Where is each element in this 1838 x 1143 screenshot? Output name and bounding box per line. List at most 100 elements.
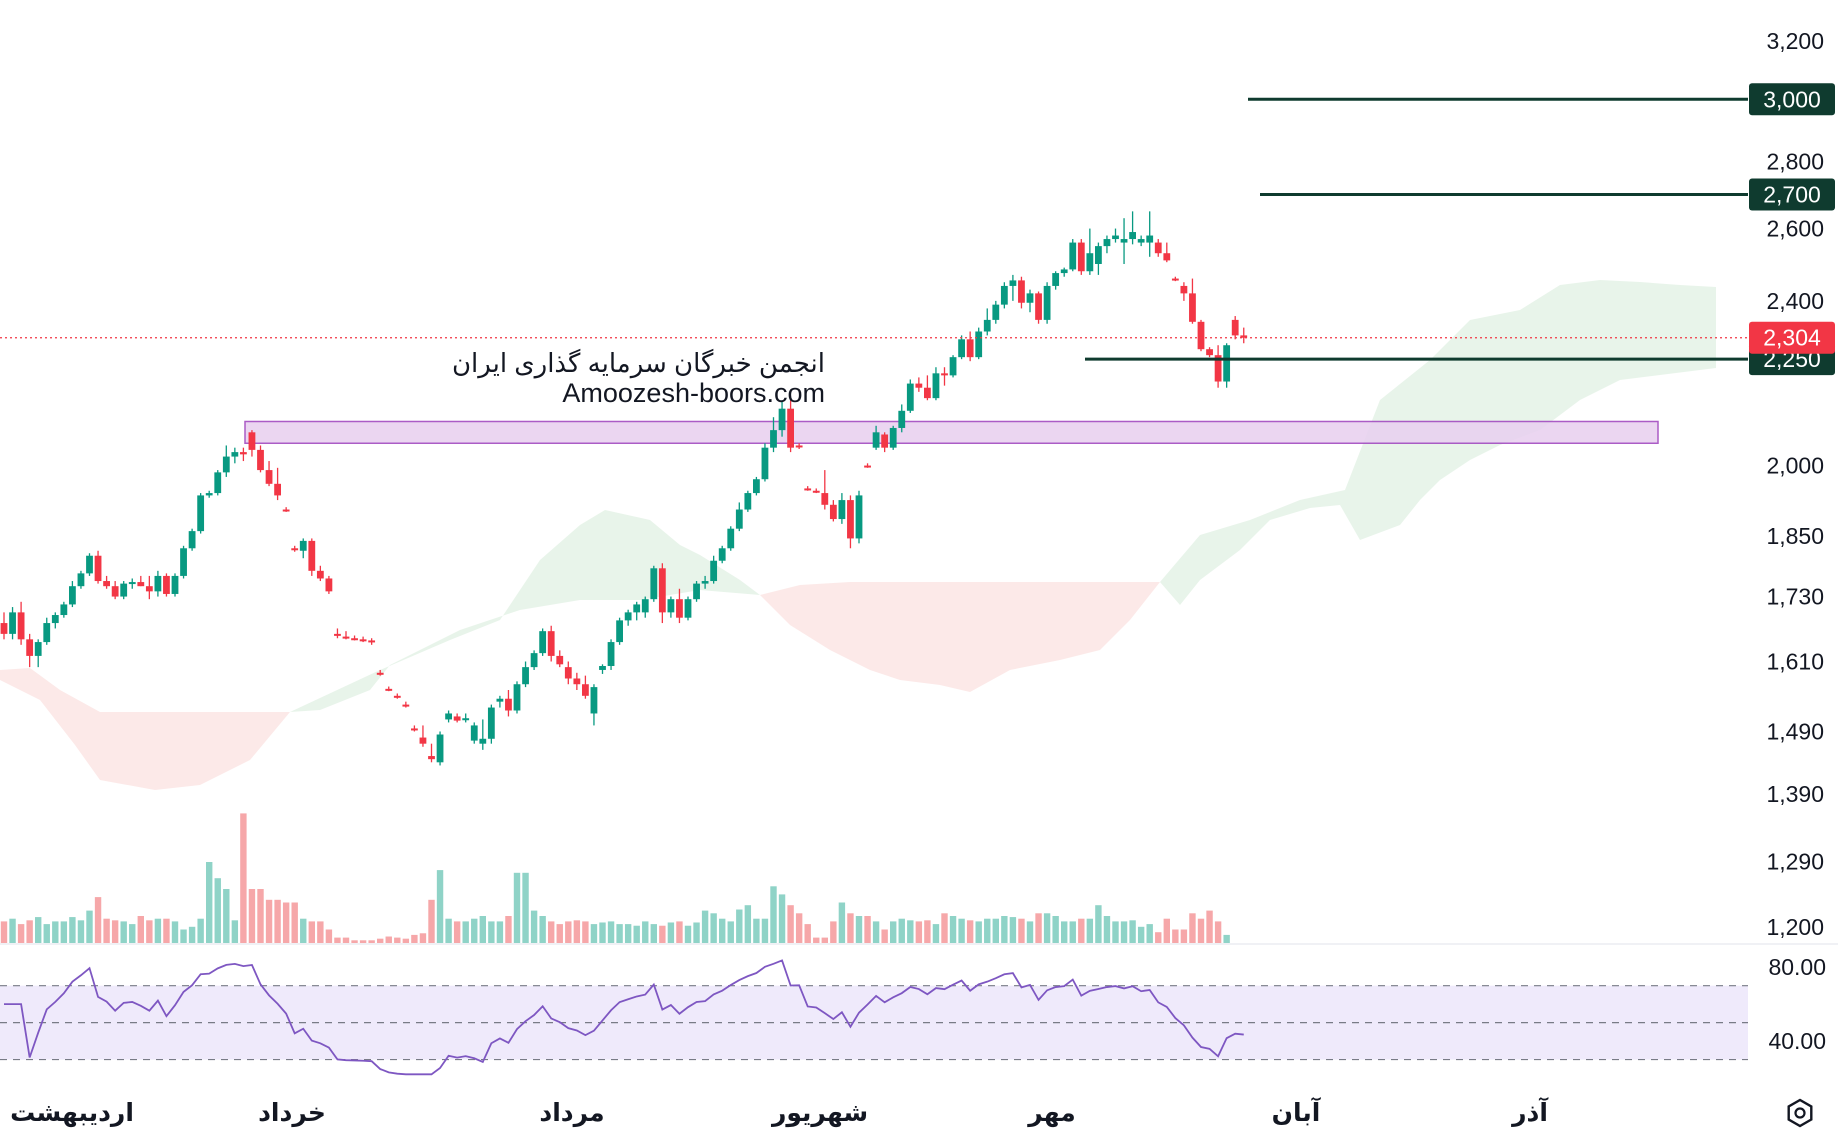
candle-body bbox=[231, 452, 239, 457]
candle bbox=[624, 609, 632, 626]
volume-bar bbox=[368, 940, 375, 943]
candle bbox=[1154, 239, 1162, 257]
volume-bar bbox=[1129, 920, 1136, 943]
candle-body bbox=[299, 540, 307, 551]
candle-body bbox=[650, 568, 658, 600]
candle-body bbox=[368, 640, 376, 643]
candle bbox=[462, 713, 470, 723]
cloud-red-1 bbox=[0, 668, 290, 790]
candle bbox=[582, 675, 589, 699]
candle bbox=[0, 612, 8, 640]
candle bbox=[676, 588, 683, 624]
candle bbox=[667, 596, 675, 618]
volume-bar bbox=[171, 921, 179, 943]
volume-bar bbox=[240, 813, 247, 943]
volume-bar bbox=[188, 926, 196, 943]
candle bbox=[992, 300, 1000, 324]
candle-body bbox=[590, 687, 598, 714]
candle-body bbox=[77, 573, 85, 587]
candle bbox=[1163, 242, 1171, 263]
volume-bar bbox=[787, 905, 794, 943]
candle bbox=[257, 445, 264, 473]
volume-bar bbox=[223, 889, 230, 943]
candle bbox=[1103, 235, 1111, 254]
volume-bar bbox=[69, 917, 76, 943]
volume-bar bbox=[650, 924, 657, 943]
candle bbox=[120, 581, 128, 600]
candle bbox=[163, 573, 170, 597]
candle bbox=[573, 672, 581, 691]
price-tick-label: 3,200 bbox=[1766, 28, 1824, 54]
candle bbox=[1214, 345, 1222, 388]
candle bbox=[1069, 239, 1077, 272]
level-label: 3,000 bbox=[1763, 86, 1821, 112]
candle-body bbox=[128, 582, 136, 585]
volume-bar bbox=[941, 913, 948, 943]
volume-bar bbox=[813, 937, 820, 943]
candle bbox=[864, 463, 871, 468]
candle-body bbox=[667, 599, 675, 613]
volume-bar bbox=[864, 916, 871, 943]
month-label: خرداد bbox=[258, 1099, 326, 1128]
candle-body bbox=[582, 684, 589, 696]
hexagon-icon bbox=[1787, 1098, 1813, 1128]
volume-bar bbox=[1206, 910, 1213, 943]
candle bbox=[804, 486, 812, 491]
volume-bar bbox=[496, 921, 504, 943]
candle bbox=[496, 695, 504, 708]
candle bbox=[941, 367, 948, 386]
candles bbox=[0, 211, 1248, 766]
candle-body bbox=[1180, 285, 1188, 294]
volume-bar bbox=[1146, 924, 1153, 943]
candle-body bbox=[556, 655, 564, 665]
candle-body bbox=[51, 615, 59, 624]
candle bbox=[727, 526, 735, 551]
month-label: آبان bbox=[1272, 1097, 1322, 1127]
price-tick-label: 1,290 bbox=[1766, 849, 1824, 875]
candle-body bbox=[428, 756, 435, 760]
volume-bar bbox=[701, 910, 709, 943]
candle-body bbox=[941, 373, 948, 376]
candle bbox=[1240, 327, 1248, 344]
volume-bar bbox=[317, 921, 324, 943]
resistance-zone bbox=[244, 420, 1659, 445]
candle bbox=[77, 570, 85, 589]
candle-body bbox=[761, 447, 769, 480]
volume-bar bbox=[924, 920, 931, 943]
price-tick-label: 1,200 bbox=[1766, 914, 1824, 940]
candle bbox=[393, 693, 401, 699]
price-tick-label: 1,730 bbox=[1766, 584, 1824, 610]
candle bbox=[650, 565, 658, 602]
candle-body bbox=[658, 568, 666, 613]
candle-body bbox=[9, 612, 16, 634]
candle-body bbox=[966, 339, 974, 358]
candle-body bbox=[376, 672, 384, 675]
volume-bar bbox=[744, 905, 752, 943]
candle bbox=[1180, 282, 1188, 301]
volume-bar bbox=[573, 920, 581, 943]
candle bbox=[325, 575, 333, 594]
volume-bar bbox=[154, 918, 162, 943]
rsi-tick-label: 40.00 bbox=[1768, 1028, 1826, 1054]
candle-body bbox=[496, 698, 504, 702]
candle bbox=[180, 545, 187, 579]
volume-bar bbox=[43, 924, 50, 943]
volume-bar bbox=[1001, 916, 1008, 943]
candle bbox=[847, 495, 854, 549]
candle-body bbox=[547, 631, 555, 656]
candle bbox=[795, 443, 803, 450]
candle-body bbox=[1137, 239, 1145, 243]
month-label: اردیبهشت bbox=[10, 1099, 134, 1128]
candle bbox=[51, 612, 59, 629]
candle-body bbox=[505, 698, 512, 711]
candle-body bbox=[445, 713, 452, 720]
candle-body bbox=[522, 667, 529, 685]
candle bbox=[1035, 291, 1042, 324]
candle-body bbox=[111, 586, 119, 597]
candle-body bbox=[898, 410, 906, 428]
candle bbox=[188, 528, 196, 551]
candle bbox=[376, 669, 384, 676]
month-label: مرداد bbox=[539, 1099, 604, 1128]
volume-bar bbox=[94, 897, 102, 943]
